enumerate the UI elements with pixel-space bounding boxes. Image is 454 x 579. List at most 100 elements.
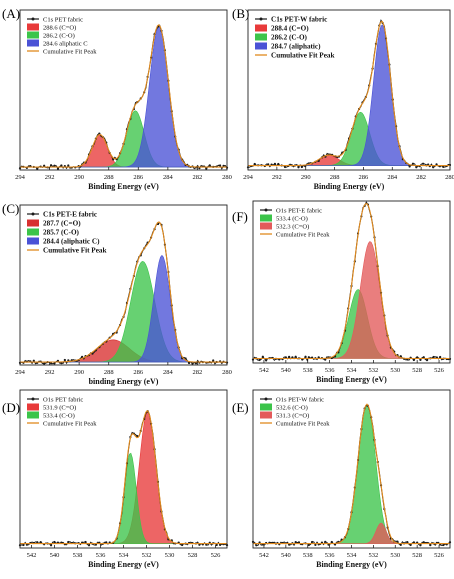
legend-entry-label: Cumulative Fit Peak xyxy=(271,52,334,60)
panel-label: (D) xyxy=(2,400,20,415)
x-axis-label: Binding Energy (eV) xyxy=(316,560,387,569)
legend-entry-label: 284.7 (aliphatic) xyxy=(271,43,321,51)
data-point xyxy=(191,362,194,365)
x-tick-label: 286 xyxy=(133,174,144,181)
data-point xyxy=(136,434,139,438)
data-point xyxy=(267,163,270,166)
legend-entry-label: Cumulative Fit Peak xyxy=(276,421,330,428)
panel-label: (B) xyxy=(232,6,249,21)
x-tick-label: 294 xyxy=(243,174,254,181)
data-point xyxy=(439,355,442,359)
data-point xyxy=(422,541,425,544)
data-point xyxy=(442,543,445,547)
data-point xyxy=(284,356,287,359)
cumulative-fit-line xyxy=(20,221,227,363)
legend-entry-label: 286.2 (C-O) xyxy=(271,34,308,42)
x-tick-label: 292 xyxy=(272,174,282,181)
data-point xyxy=(324,358,327,361)
legend-entry-label: 287.7 (C=O) xyxy=(43,220,81,228)
x-tick-label: 542 xyxy=(259,552,269,559)
data-point xyxy=(297,166,300,169)
legend-swatch xyxy=(255,33,267,41)
data-point xyxy=(415,166,418,169)
legend-entry-label: O1s PET-E fabric xyxy=(276,208,322,215)
plot-frame xyxy=(19,9,228,171)
x-tick-label: 530 xyxy=(390,367,400,374)
x-tick-label: 290 xyxy=(301,174,311,181)
data-point xyxy=(432,355,435,359)
x-tick-label: 286 xyxy=(359,174,370,181)
data-point xyxy=(22,543,25,547)
data-point xyxy=(32,359,35,362)
legend-entry-label: 286.2 (C-O) xyxy=(43,33,75,40)
legend-entry-label: 288.4 (C=O) xyxy=(271,25,309,33)
data-point xyxy=(435,163,438,166)
x-tick-label: 534 xyxy=(119,552,130,559)
data-point xyxy=(442,165,445,168)
legend-swatch xyxy=(27,23,39,31)
data-point xyxy=(84,540,87,544)
x-tick-label: 282 xyxy=(193,174,203,181)
legend-entry-label: Cumulative Fit Peak xyxy=(43,247,106,255)
data-point xyxy=(419,358,422,361)
x-tick-label: 526 xyxy=(434,552,445,559)
x-axis-label: Binding Energy (eV) xyxy=(88,182,159,191)
panel-label: (F) xyxy=(232,209,248,224)
legend-entry-label: 284.4 (aliphatic C) xyxy=(43,238,100,246)
x-tick-label: 284 xyxy=(163,369,174,376)
x-tick-label: 286 xyxy=(133,369,144,376)
legend-swatch xyxy=(27,403,39,411)
x-tick-label: 290 xyxy=(74,174,84,181)
legend-entry-label: 531.9 (C=O) xyxy=(43,405,76,412)
data-point xyxy=(219,164,222,167)
data-point xyxy=(67,164,70,167)
x-tick-label: 542 xyxy=(27,552,37,559)
cumulative-fit-line xyxy=(253,203,450,360)
chart-panel-5: (E) 542 540 538 536 534 532 530 528 526 Binding En… xyxy=(232,389,452,569)
panel-label: (C) xyxy=(2,201,19,216)
data-point xyxy=(181,543,184,547)
x-axis-label: Binding Energy (eV) xyxy=(88,560,159,569)
legend-entry-label: 532.6 (C-O) xyxy=(276,405,308,412)
x-tick-label: 526 xyxy=(434,367,445,374)
peak-1-area xyxy=(253,241,450,359)
peak-1-area xyxy=(20,110,227,168)
x-axis-label: binding Energy (eV) xyxy=(89,377,159,386)
x-tick-label: 536 xyxy=(96,552,107,559)
data-point xyxy=(324,540,327,543)
x-tick-label: 534 xyxy=(347,367,358,374)
data-point xyxy=(273,162,277,165)
data-point xyxy=(81,355,84,358)
data-point xyxy=(219,543,222,547)
x-tick-label: 294 xyxy=(15,174,26,181)
legend-swatch xyxy=(260,411,272,419)
data-point xyxy=(184,357,187,360)
legend-entry-label: 284.6 aliphatic C xyxy=(43,41,88,48)
data-point xyxy=(432,166,435,169)
data-point xyxy=(87,544,91,547)
data-point xyxy=(194,362,198,365)
data-point xyxy=(314,543,317,547)
x-tick-label: 282 xyxy=(193,369,203,376)
x-tick-label: 528 xyxy=(412,552,422,559)
cumulative-fit-line xyxy=(253,403,450,545)
x-tick-label: 288 xyxy=(330,174,340,181)
legend-marker-data-point xyxy=(31,212,35,216)
x-tick-label: 540 xyxy=(281,367,291,374)
data-point xyxy=(399,355,402,358)
data-point xyxy=(205,167,208,170)
x-tick-label: 288 xyxy=(104,369,114,376)
data-point xyxy=(222,164,225,167)
data-point xyxy=(406,358,409,361)
chart-panel-4: (D) 542 540 538 536 534 532 530 528 526 Binding En… xyxy=(2,389,229,569)
data-point xyxy=(43,362,46,365)
x-tick-label: 280 xyxy=(222,369,232,376)
legend-swatch xyxy=(27,237,39,245)
data-point xyxy=(258,358,261,362)
data-point xyxy=(421,162,425,165)
data-point xyxy=(60,361,63,365)
data-point xyxy=(399,543,402,546)
chart-panel-1: (B) 294 292 290 288 286 284 282 280 Binding Energ… xyxy=(232,6,454,191)
data-point xyxy=(411,162,415,165)
